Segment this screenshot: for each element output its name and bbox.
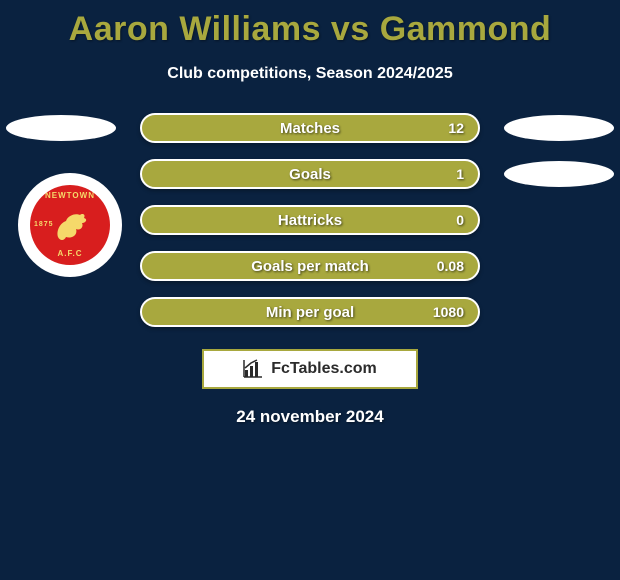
badge-text-bottom: A.F.C	[58, 249, 83, 258]
player-photo-placeholder-right-1	[504, 115, 614, 141]
date-text: 24 november 2024	[0, 407, 620, 427]
stat-label: Goals per match	[251, 258, 369, 275]
page-title: Aaron Williams vs Gammond	[0, 0, 620, 49]
stat-label: Goals	[289, 166, 331, 183]
stat-value: 0	[456, 212, 464, 228]
club-badge-inner: NEWTOWN 1875 A.F.C	[30, 185, 110, 265]
player-photo-placeholder-right-2	[504, 161, 614, 187]
stat-label: Hattricks	[278, 212, 342, 229]
club-badge: NEWTOWN 1875 A.F.C	[18, 173, 122, 277]
stat-value: 1080	[433, 304, 464, 320]
stat-bar-goals-per-match: Goals per match 0.08	[140, 251, 480, 281]
stat-label: Min per goal	[266, 304, 354, 321]
badge-text-year: 1875	[34, 221, 54, 228]
badge-text-top: NEWTOWN	[45, 191, 95, 200]
player-photo-placeholder-left	[6, 115, 116, 141]
brand-text: FcTables.com	[271, 360, 377, 378]
brand-box[interactable]: FcTables.com	[202, 349, 418, 389]
stat-value: 12	[448, 120, 464, 136]
stat-label: Matches	[280, 120, 340, 137]
stat-value: 0.08	[437, 258, 464, 274]
stats-area: NEWTOWN 1875 A.F.C Matches 12 Goals 1 Ha…	[0, 113, 620, 343]
stat-value: 1	[456, 166, 464, 182]
stat-bar-goals: Goals 1	[140, 159, 480, 189]
stat-bars: Matches 12 Goals 1 Hattricks 0 Goals per…	[140, 113, 480, 343]
stat-bar-min-per-goal: Min per goal 1080	[140, 297, 480, 327]
stat-bar-hattricks: Hattricks 0	[140, 205, 480, 235]
bar-chart-icon	[243, 358, 265, 380]
page-subtitle: Club competitions, Season 2024/2025	[0, 65, 620, 83]
stat-bar-matches: Matches 12	[140, 113, 480, 143]
